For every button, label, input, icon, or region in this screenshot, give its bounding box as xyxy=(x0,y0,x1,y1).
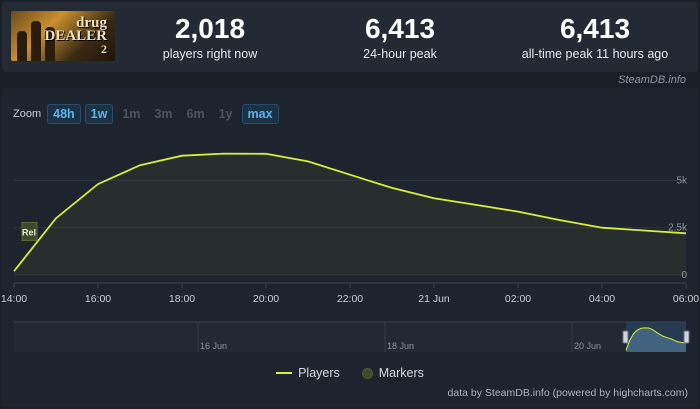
y-tick-label: 5k xyxy=(676,175,688,186)
x-tick-label: 02:00 xyxy=(505,293,531,305)
navigator-tick-label: 20 Jun xyxy=(574,341,601,351)
players-data-point xyxy=(307,160,309,162)
current-players-label: players right now xyxy=(162,47,258,61)
navigator-selection xyxy=(626,322,686,352)
alltime-peak-stat: 6,413 all-time peak 11 hours ago xyxy=(500,13,690,62)
navigator-tick-label: 18 Jun xyxy=(387,341,414,351)
current-players-value: 2,018 xyxy=(174,13,246,44)
players-data-point xyxy=(517,210,519,212)
zoom-1m-button[interactable]: 1m xyxy=(122,107,141,121)
players-area xyxy=(14,153,686,275)
y-tick-label: 0 xyxy=(681,270,687,281)
players-data-point xyxy=(139,164,141,166)
navigator-tick-label: 16 Jun xyxy=(200,341,227,351)
steamdb-credit-link[interactable]: SteamDB.info xyxy=(618,74,686,86)
figure-silhouette xyxy=(17,31,27,61)
navigator-bar xyxy=(14,322,686,352)
chart-panel xyxy=(2,88,698,407)
alltime-peak-value: 6,413 xyxy=(559,13,631,44)
zoom-controls: Zoom 48h 1w 1m 3m 6m 1y max xyxy=(13,104,279,124)
game-thumbnail[interactable]: drug DEALER 2 xyxy=(11,11,115,61)
x-tick-label: 16:00 xyxy=(85,293,111,305)
peak-24h-label: 24-hour peak xyxy=(363,47,437,61)
zoom-48h-button[interactable]: 48h xyxy=(47,104,81,124)
release-marker-label: Rel xyxy=(22,227,36,237)
navigator-left-handle xyxy=(622,330,629,344)
peak-24h-value: 6,413 xyxy=(364,13,436,44)
players-data-point xyxy=(475,204,477,206)
legend-item-players[interactable]: Players xyxy=(276,366,340,380)
peak-24h-stat: 6,413 24-hour peak xyxy=(340,13,460,62)
x-tick-label: 14:00 xyxy=(1,293,27,305)
players-data-point xyxy=(13,270,15,272)
players-data-point xyxy=(643,229,645,231)
players-series-line xyxy=(13,152,687,272)
zoom-6m-button[interactable]: 6m xyxy=(186,107,205,121)
players-line-swatch xyxy=(276,372,293,374)
players-data-point xyxy=(601,226,603,228)
players-data-point xyxy=(391,187,393,189)
navigator-mini-line xyxy=(625,327,687,351)
players-data-point xyxy=(685,232,687,234)
chart-legend: Players Markers xyxy=(0,366,700,380)
stats-bar xyxy=(2,2,698,72)
players-data-point xyxy=(349,173,351,175)
x-tick-label: 06:00 xyxy=(673,293,699,305)
release-marker xyxy=(21,221,38,241)
zoom-max-button[interactable]: max xyxy=(241,104,279,124)
players-data-point xyxy=(97,183,99,185)
x-tick-label: 22:00 xyxy=(337,293,363,305)
legend-item-markers[interactable]: Markers xyxy=(361,366,424,380)
players-data-point xyxy=(55,217,57,219)
players-data-point xyxy=(559,219,561,221)
zoom-1w-button[interactable]: 1w xyxy=(84,104,114,124)
x-tick-label: 18:00 xyxy=(169,293,195,305)
players-data-point xyxy=(223,152,225,154)
zoom-label: Zoom xyxy=(13,108,42,120)
zoom-1y-button[interactable]: 1y xyxy=(218,107,233,121)
x-tick-label: 04:00 xyxy=(589,293,615,305)
legend-players-label: Players xyxy=(298,366,340,380)
figure-silhouette xyxy=(31,21,41,61)
legend-markers-label: Markers xyxy=(378,366,424,380)
navigator-right-handle xyxy=(683,330,690,344)
x-tick-label: 20:00 xyxy=(253,293,279,305)
navigator-mini-area xyxy=(626,327,686,352)
figure-silhouette xyxy=(45,27,55,61)
zoom-3m-button[interactable]: 3m xyxy=(154,107,173,121)
game-logo: drug DEALER 2 xyxy=(44,15,107,56)
current-players-stat: 2,018 players right now xyxy=(150,13,270,62)
markers-dot-swatch xyxy=(361,367,373,379)
players-data-point xyxy=(181,155,183,157)
y-tick-label: 2.5k xyxy=(668,223,688,234)
players-data-point xyxy=(265,153,267,155)
alltime-peak-label: all-time peak 11 hours ago xyxy=(521,47,669,61)
players-data-point xyxy=(433,197,435,199)
highcharts-credit[interactable]: data by SteamDB.info (powered by highcha… xyxy=(447,387,688,399)
x-tick-label: 21 Jun xyxy=(418,293,450,305)
